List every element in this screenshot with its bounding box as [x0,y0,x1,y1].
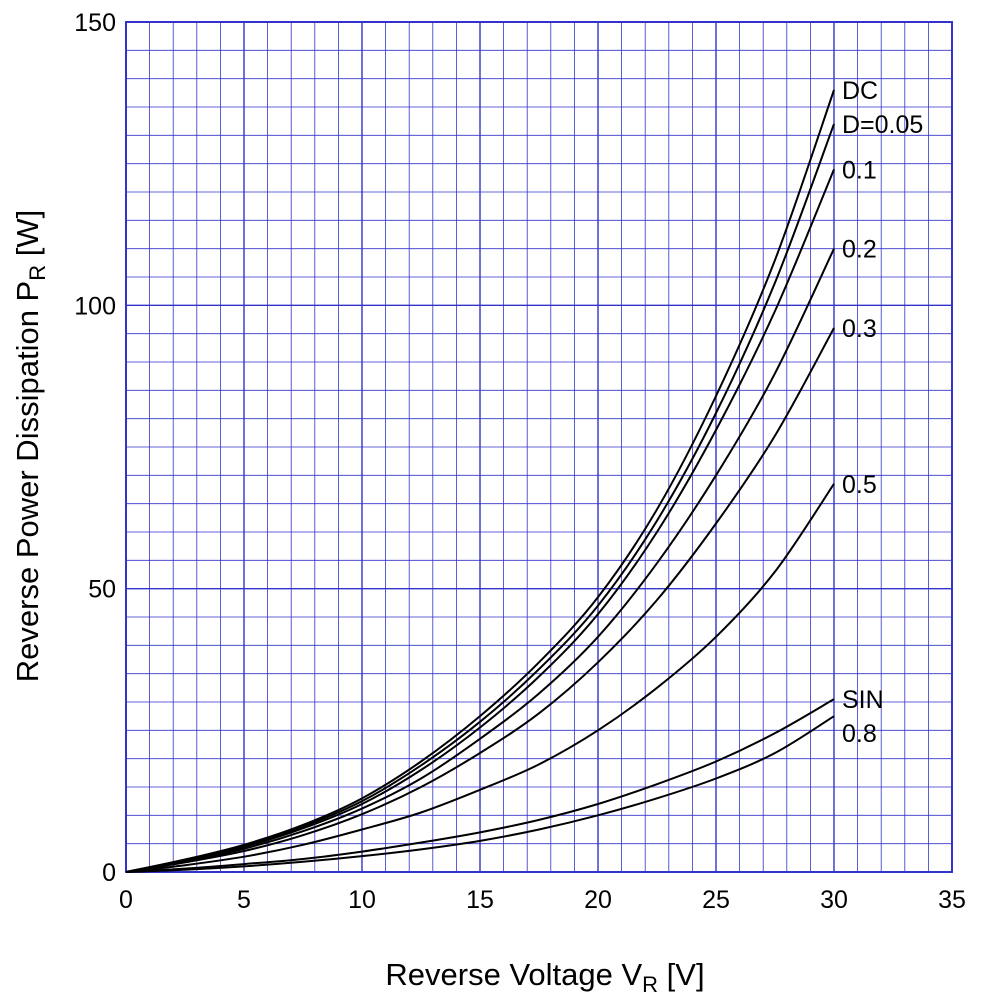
x-tick-label: 10 [348,886,376,914]
series-line-0-8 [125,715,835,873]
x-tick-label: 20 [584,886,612,914]
curve-label: 0.5 [842,471,877,499]
y-axis-title: Reverse Power Dissipation PR [W] [10,210,50,682]
x-tick-label: 25 [702,886,730,914]
y-tick-label: 150 [74,9,116,37]
grid [125,21,953,873]
y-tick-label: 0 [102,859,116,887]
y-axis-title-main: Reverse Power Dissipation P [10,281,45,682]
plot-frame [125,21,953,873]
y-tick-label: 100 [74,292,116,320]
curve-labels: DC D=0.05 0.1 0.2 0.3 0.5 SIN 0.8 [842,77,923,748]
curves [125,89,835,873]
series-line-0-2 [125,248,835,873]
series-line-0-3 [125,327,835,873]
curve-label: 0.3 [842,315,877,343]
curve-label: 0.2 [842,236,877,264]
x-tick-label: 15 [466,886,494,914]
x-tick-label: 5 [237,886,251,914]
curve-label: 0.8 [842,720,877,748]
x-axis-title-sub: R [642,972,658,997]
y-axis-title-unit: [W] [10,210,45,265]
x-axis-title-unit: [V] [658,957,705,992]
series-line-0-1 [125,168,835,873]
x-axis-title: Reverse Voltage VR [V] [385,957,704,997]
curve-label: 0.1 [842,156,877,184]
series-line-sin [125,698,835,873]
curve-label: DC [842,77,878,105]
series-line-0-5 [125,483,835,873]
curve-label: SIN [842,686,884,714]
series-line-d-0-05 [125,123,835,873]
tick-labels: 0 5 10 15 20 25 30 35 0 50 100 150 [74,9,966,914]
x-tick-label: 0 [119,886,133,914]
y-axis-title-sub: R [25,265,50,281]
y-tick-label: 50 [88,576,116,604]
curve-label: D=0.05 [842,111,923,139]
series-line-dc [125,89,835,873]
x-tick-label: 35 [938,886,966,914]
x-tick-label: 30 [820,886,848,914]
x-axis-title-main: Reverse Voltage V [385,957,642,992]
